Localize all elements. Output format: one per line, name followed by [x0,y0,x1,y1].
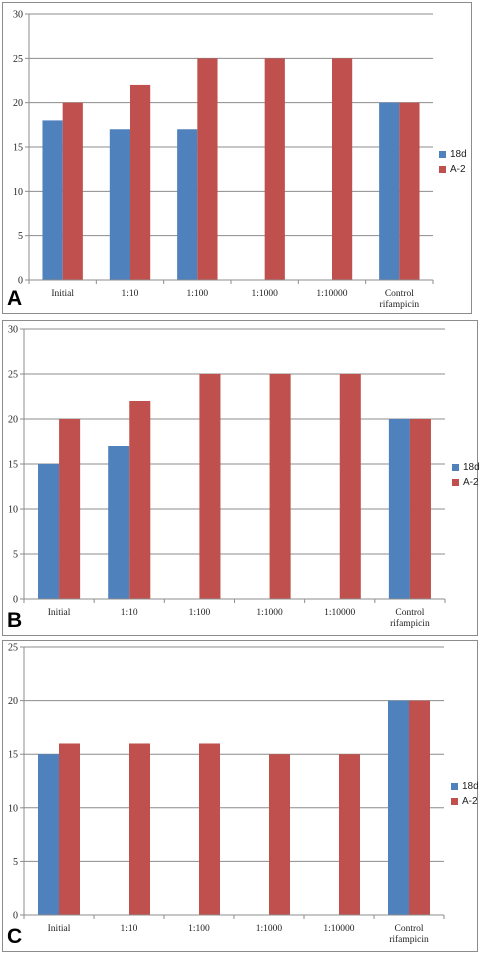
bar-18d [109,129,130,280]
bar-a2 [339,374,361,599]
y-tick-label: 10 [8,803,18,814]
y-tick-label: 20 [8,696,18,707]
y-tick-label: 25 [13,54,23,65]
y-tick-label: 20 [13,98,23,109]
x-tick-label: Initial [48,924,71,934]
legend-item-a2: A-2 [439,162,467,177]
y-tick-label: 0 [13,595,18,606]
bar-a2 [129,743,150,915]
bar-18d [38,464,60,599]
x-tick-label: 1:10000 [324,608,355,618]
x-tick-label: Initial [48,608,71,618]
legend-label-a2: A-2 [450,164,466,175]
legend-swatch-a2 [439,166,446,173]
bar-a2 [62,102,83,281]
bar-18d [108,446,130,599]
bar-a2 [332,58,353,281]
legend-c: 18d A-2 [451,779,479,809]
x-tick-label: Initial [51,289,74,299]
legend-label-a2: A-2 [462,796,478,807]
bar-a2 [399,102,420,281]
bar-18d [177,129,198,280]
bar-a2 [59,419,81,599]
chart-panel-b: 0 5 10 15 20 25 30 Initial 1:10 1:100 1:1000 1:1000… [2,320,480,636]
x-tick-label: 1:1000 [256,924,283,934]
x-tick-label: 1:100 [187,289,209,299]
y-tick-label: 25 [8,643,18,654]
bar-a2 [199,374,221,599]
legend-item-18d: 18d [452,460,480,475]
legend-swatch-a2 [452,479,459,486]
bar-a2 [409,419,431,599]
legend-item-18d: 18d [439,147,467,162]
x-tick-label: rifampicin [380,299,420,310]
bar-18d [42,120,63,281]
legend-label-18d: 18d [450,149,467,160]
bar-18d [388,700,409,915]
x-tick-label: Control [385,289,414,299]
y-tick-label: 0 [18,276,23,287]
legend-label-18d: 18d [462,781,479,792]
panel-letter-c: C [7,925,23,948]
x-tick-label: 1:10 [121,608,138,618]
legend-b: 18d A-2 [452,460,480,490]
legend-swatch-a2 [451,798,458,805]
x-tick-label: 1:10 [122,289,139,299]
bar-a2 [59,743,80,915]
chart-panel-a: 0 5 10 15 20 25 30 Initial 1:10 1:100 1:1000 1:1000… [2,2,472,314]
y-tick-label: 15 [8,460,18,471]
x-tick-label: 1:10000 [323,924,354,934]
y-tick-label: 25 [8,370,18,381]
y-tick-label: 5 [13,857,18,868]
legend-label-a2: A-2 [463,477,479,488]
y-tick-label: 10 [13,187,23,198]
bar-chart-c: 0 5 10 15 20 25 Initial 1:10 1:100 1:1000 1:10000 C… [8,643,445,945]
bar-18d [388,419,410,599]
x-tick-label: rifampicin [389,934,429,945]
chart-panel-c: 0 5 10 15 20 25 Initial 1:10 1:100 1:1000 1:10000 C… [2,640,479,952]
bar-a2 [409,700,430,915]
panel-letter-a: A [7,287,23,310]
x-tick-label: Control [394,924,423,934]
bar-chart-b: 0 5 10 15 20 25 30 Initial 1:10 1:100 1:1000 1:1000… [8,325,446,629]
y-tick-label: 30 [13,10,23,21]
legend-swatch-18d [452,464,459,471]
bar-a2 [129,401,151,599]
x-tick-label: Control [395,608,424,618]
y-tick-label: 10 [8,505,18,516]
legend-item-18d: 18d [451,779,479,794]
legend-item-a2: A-2 [451,794,479,809]
x-tick-label: 1:1000 [256,608,283,618]
bar-a2 [264,58,285,281]
y-tick-label: 15 [13,143,23,154]
bar-18d [379,102,400,281]
bar-a2 [339,754,360,915]
x-tick-label: 1:1000 [251,289,278,299]
legend-swatch-18d [451,783,458,790]
legend-item-a2: A-2 [452,475,480,490]
y-tick-label: 15 [8,750,18,761]
legend-swatch-18d [439,151,446,158]
legend-label-18d: 18d [463,462,480,473]
x-tick-label: 1:10 [121,924,138,934]
y-tick-label: 20 [8,415,18,426]
panel-letter-b: B [7,609,23,632]
bar-chart-a: 0 5 10 15 20 25 30 Initial 1:10 1:100 1:1000 1:1000… [13,10,434,310]
bar-18d [38,754,59,915]
bar-a2 [269,754,290,915]
bar-a2 [130,84,151,280]
bar-a2 [199,743,220,915]
y-tick-label: 5 [13,550,18,561]
legend-a: 18d A-2 [439,147,467,177]
bar-a2 [197,58,218,281]
x-tick-label: 1:100 [188,924,210,934]
y-tick-label: 0 [13,911,18,922]
x-tick-label: rifampicin [390,618,430,629]
y-tick-label: 30 [8,325,18,336]
x-tick-label: 1:100 [189,608,211,618]
y-tick-label: 5 [18,231,23,242]
bar-a2 [269,374,291,599]
x-tick-label: 1:10000 [316,289,347,299]
